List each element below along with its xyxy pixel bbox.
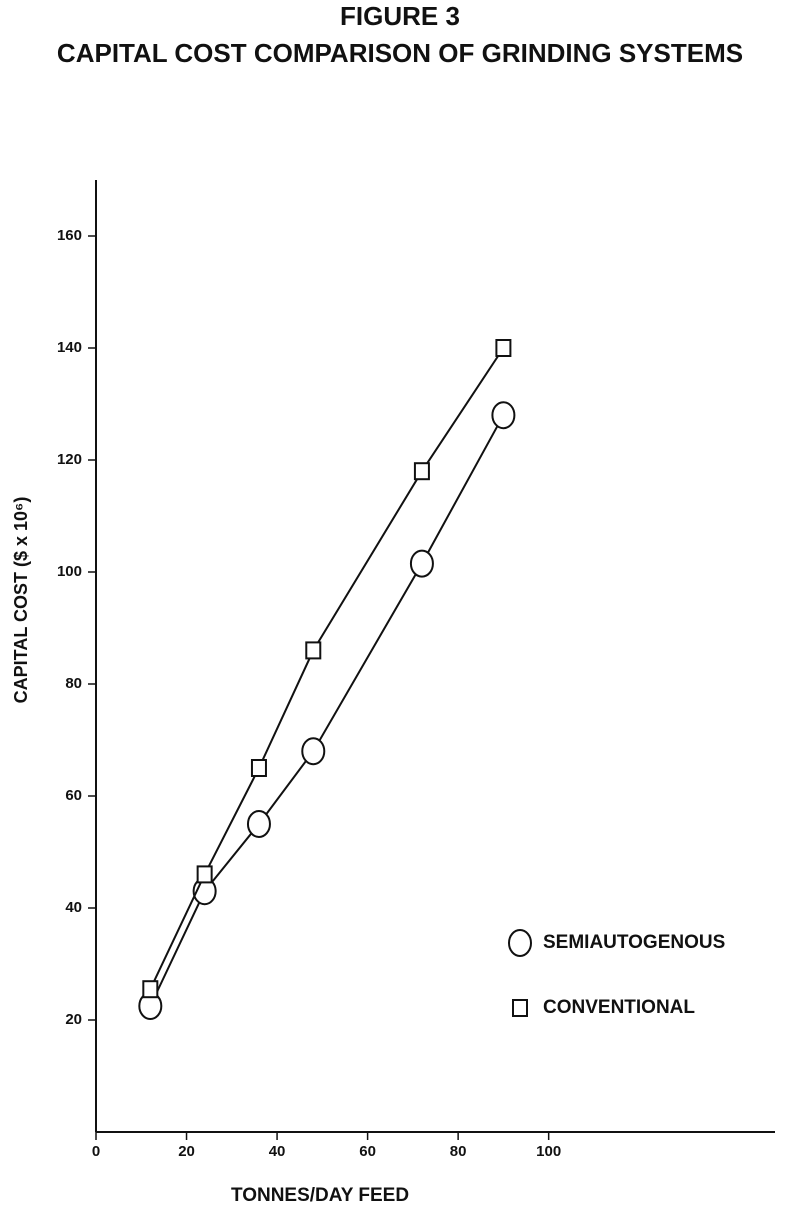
series-line bbox=[149, 347, 505, 990]
y-tick-label: 60 bbox=[65, 787, 82, 804]
x-tick-label: 0 bbox=[92, 1143, 100, 1160]
x-tick-label: 100 bbox=[536, 1143, 561, 1160]
legend-marker bbox=[512, 999, 528, 1017]
series-line bbox=[149, 414, 505, 1007]
legend-label: CONVENTIONAL bbox=[543, 997, 695, 1018]
x-axis-label: TONNES/DAY FEED bbox=[231, 1185, 409, 1206]
y-tick-label: 140 bbox=[57, 339, 82, 356]
x-tick-label: 80 bbox=[450, 1143, 467, 1160]
data-point bbox=[196, 865, 213, 884]
y-tick-label: 100 bbox=[57, 563, 82, 580]
y-tick-label: 80 bbox=[65, 675, 82, 692]
data-point bbox=[409, 549, 434, 578]
chart-title: FIGURE 3 bbox=[340, 1, 460, 31]
data-point bbox=[246, 810, 271, 838]
data-point bbox=[305, 641, 322, 660]
data-point bbox=[142, 980, 159, 999]
x-tick-label: 40 bbox=[269, 1143, 286, 1160]
y-tick-label: 40 bbox=[65, 899, 82, 916]
x-tick-label: 20 bbox=[178, 1143, 195, 1160]
data-point bbox=[413, 462, 430, 481]
legend-label: SEMIAUTOGENOUS bbox=[543, 932, 725, 953]
y-tick-label: 120 bbox=[57, 451, 82, 468]
legend-marker bbox=[508, 929, 532, 957]
data-point bbox=[250, 759, 267, 777]
y-tick-label: 20 bbox=[65, 1011, 82, 1028]
y-tick-label: 160 bbox=[57, 227, 82, 244]
chart-subtitle: CAPITAL COST COMPARISON OF GRINDING SYST… bbox=[57, 38, 743, 68]
x-tick-label: 60 bbox=[359, 1143, 376, 1160]
data-point bbox=[495, 339, 512, 357]
y-axis-label: CAPITAL COST ($ x 10⁶) bbox=[11, 497, 31, 704]
data-point bbox=[491, 401, 516, 430]
data-point bbox=[301, 737, 326, 766]
